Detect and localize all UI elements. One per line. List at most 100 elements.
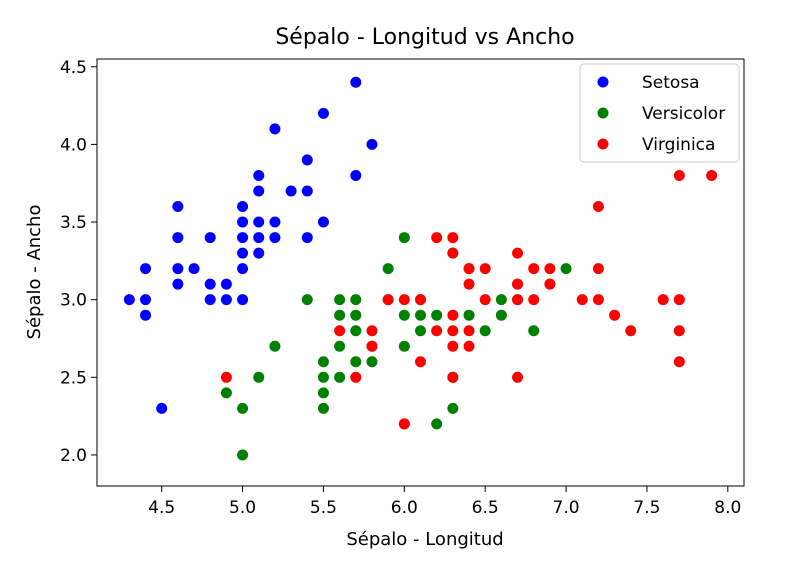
setosa-point [253, 169, 265, 181]
versicolor-point [317, 387, 329, 399]
setosa-point [204, 278, 216, 290]
plot-frame [96, 58, 745, 487]
setosa-point [301, 232, 313, 244]
versicolor-point [237, 449, 249, 461]
virginica-point [463, 263, 475, 275]
versicolor-point [350, 356, 362, 368]
virginica-point [673, 356, 685, 368]
virginica-point [528, 294, 540, 306]
x-axis-label: Sépalo - Longitud [346, 529, 503, 550]
versicolor-point [447, 402, 459, 414]
virginica-point [463, 325, 475, 337]
y-tick-label: 2.0 [60, 446, 87, 466]
versicolor-point [220, 387, 232, 399]
setosa-point [237, 201, 249, 213]
legend-label-versicolor: Versicolor [642, 104, 725, 124]
versicolor-point [398, 232, 410, 244]
setosa-point [237, 216, 249, 228]
y-tick-label: 3.0 [60, 291, 87, 311]
virginica-point [350, 371, 362, 383]
setosa-point [317, 216, 329, 228]
setosa-point [237, 247, 249, 259]
x-tick-label: 5.5 [310, 498, 337, 518]
setosa-point [253, 232, 265, 244]
virginica-point [512, 247, 524, 259]
virginica-point [447, 340, 459, 352]
virginica-point [576, 294, 588, 306]
versicolor-point [415, 309, 426, 321]
setosa-point [172, 278, 184, 290]
versicolor-point [415, 325, 426, 337]
virginica-point [528, 263, 540, 275]
x-tick-label: 7.0 [553, 498, 580, 518]
virginica-point [415, 294, 426, 306]
virginica-point [706, 169, 718, 181]
virginica-point [544, 278, 556, 290]
setosa-point [253, 247, 265, 259]
legend: Setosa Versicolor Virginica [579, 63, 740, 163]
virginica-point [447, 309, 459, 321]
virginica-point [544, 263, 556, 275]
chart-title: Sépalo - Longitud vs Ancho [275, 25, 574, 50]
virginica-point [592, 263, 604, 275]
virginica-point [447, 232, 459, 244]
versicolor-point [317, 402, 329, 414]
setosa-point [123, 294, 135, 306]
setosa-point [269, 123, 281, 135]
y-tick-label: 4.0 [60, 135, 87, 155]
versicolor-point [317, 371, 329, 383]
setosa-point [366, 138, 378, 150]
x-tick-label: 4.5 [148, 498, 175, 518]
setosa-point [204, 294, 216, 306]
virginica-point [512, 278, 524, 290]
versicolor-point [334, 340, 346, 352]
setosa-point [220, 278, 232, 290]
virginica-point [447, 247, 459, 259]
setosa-point [140, 309, 152, 321]
virginica-point [673, 325, 685, 337]
x-tick-label: 8.0 [714, 498, 741, 518]
y-tick-label: 2.5 [60, 368, 87, 388]
setosa-point [204, 232, 216, 244]
setosa-point [140, 263, 152, 275]
versicolor-point [382, 263, 394, 275]
setosa-point [237, 294, 249, 306]
setosa-point [253, 216, 265, 228]
setosa-point [285, 185, 297, 197]
x-tick-label: 6.5 [472, 498, 499, 518]
virginica-point [592, 201, 604, 213]
setosa-point [188, 263, 200, 275]
virginica-point [592, 294, 604, 306]
setosa-point [172, 263, 184, 275]
virginica-point [657, 294, 669, 306]
virginica-point [447, 371, 459, 383]
x-tick-label: 7.5 [633, 498, 660, 518]
versicolor-point [253, 371, 265, 383]
setosa-point [237, 232, 249, 244]
versicolor-point [269, 340, 281, 352]
virginica-point [479, 263, 491, 275]
legend-label-setosa: Setosa [642, 73, 700, 93]
versicolor-point [528, 325, 540, 337]
versicolor-point [350, 294, 362, 306]
setosa-point [237, 263, 249, 275]
virginica-point [479, 294, 491, 306]
virginica-point [512, 294, 524, 306]
virginica-point [415, 356, 426, 368]
legend-marker-versicolor [597, 107, 609, 119]
data-points [123, 76, 718, 461]
versicolor-point [398, 309, 410, 321]
x-tick-label: 5.0 [229, 498, 256, 518]
versicolor-point [301, 294, 313, 306]
versicolor-point [398, 340, 410, 352]
versicolor-point [463, 309, 475, 321]
virginica-point [431, 232, 443, 244]
setosa-point [317, 107, 329, 119]
virginica-point [334, 325, 346, 337]
virginica-point [366, 325, 378, 337]
versicolor-point [366, 356, 378, 368]
virginica-point [625, 325, 637, 337]
virginica-point [512, 371, 524, 383]
virginica-point [431, 325, 443, 337]
